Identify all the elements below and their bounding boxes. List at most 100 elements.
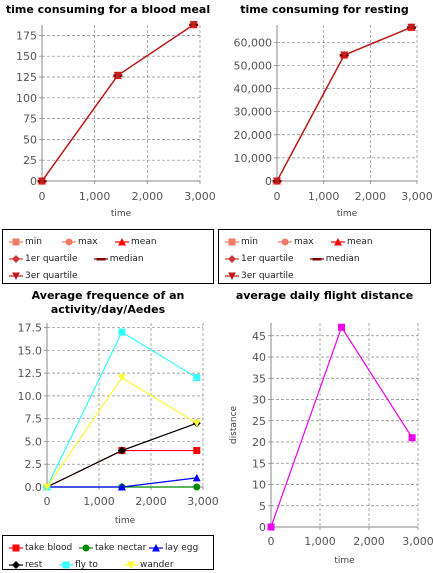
series-0	[267, 323, 416, 531]
legend-marker	[82, 544, 90, 552]
y-tick-label: 60,000	[234, 36, 273, 49]
x-axis-label: time	[111, 209, 132, 219]
legend-label: rest	[25, 560, 43, 570]
legend-label: max	[294, 237, 314, 247]
chart-resting-svg: time consuming for resting 0 1,000 2,000 3,0…	[234, 3, 433, 219]
x-tick-label: 0	[268, 535, 275, 548]
legend-marker	[228, 272, 236, 280]
y-tick-label: 17.5	[18, 322, 43, 335]
legend-swatch	[225, 238, 239, 246]
chart-title: Average frequence of an activity/day/Aede…	[32, 289, 185, 316]
legend-marker	[118, 238, 126, 246]
plot-area	[47, 323, 203, 487]
y-axis-label: distance	[229, 405, 239, 444]
data-point	[407, 23, 416, 32]
x-tick-label: 2,000	[355, 190, 387, 203]
legend-label: 3er quartile	[25, 271, 78, 281]
legend-marker	[312, 258, 322, 261]
x-tick-label: 2,000	[132, 190, 164, 203]
y-tick-label: 10.0	[18, 390, 43, 403]
legend-marker	[12, 544, 20, 552]
legend-blood-meal: min max mean 1er quartile median 3er quartile	[2, 229, 214, 284]
x-tick-label: 0	[274, 190, 281, 203]
y-tick-label: 150	[16, 50, 37, 63]
legend-label: median	[325, 254, 360, 264]
data-point	[113, 71, 122, 80]
y-tick-label: 40,000	[234, 83, 273, 96]
y-tick-label: 20,000	[234, 129, 273, 142]
legend-swatch	[309, 258, 324, 261]
x-tick-label: 3,000	[184, 190, 216, 203]
legend-swatch	[93, 258, 108, 261]
x-tick-label: 1,000	[308, 190, 340, 203]
series-3er-quartile	[38, 21, 198, 185]
legend-label: min	[241, 237, 258, 247]
x-tick-label: 3,000	[401, 190, 433, 203]
y-tick-label: 175	[16, 29, 37, 42]
chart-title: time consuming for resting	[240, 3, 409, 16]
legend-marker	[65, 238, 73, 246]
legend-label: mean	[131, 237, 157, 247]
y-tick-label: 10	[252, 479, 266, 492]
legend-marker	[12, 255, 20, 263]
y-tick-label: 30,000	[234, 106, 273, 119]
y-tick-label: 0.0	[25, 481, 43, 494]
data-point	[118, 328, 126, 336]
y-tick-label: 15	[252, 457, 266, 470]
legend-label: wander	[140, 560, 174, 570]
data-point	[340, 51, 349, 60]
legend-swatch	[9, 544, 23, 552]
legend-swatch	[9, 255, 23, 263]
data-point	[38, 177, 46, 185]
plot-area	[271, 323, 418, 527]
series-3er-quartile	[273, 23, 416, 185]
chart-resting: time consuming for resting 0 1,000 2,000 3,0…	[216, 0, 433, 225]
legend-label: lay egg	[165, 543, 199, 553]
data-point	[189, 21, 198, 29]
x-tick-label: 1,000	[83, 495, 115, 508]
x-tick-label: 0	[39, 190, 46, 203]
y-tick-label: 20	[252, 436, 266, 449]
legend-swatch	[62, 238, 76, 246]
y-tick-label: 40	[252, 351, 266, 364]
data-point	[117, 446, 126, 455]
legend-marker	[12, 238, 20, 246]
series-wander	[43, 374, 201, 491]
data-point	[338, 323, 346, 331]
x-tick-label: 2,000	[135, 495, 167, 508]
legend-swatch	[331, 238, 345, 246]
y-tick-label: 2.5	[25, 458, 43, 471]
data-point	[117, 374, 126, 382]
legend-label: 1er quartile	[241, 254, 294, 264]
legend-resting: min max mean 1er quartile median 3er quartile	[218, 229, 431, 284]
y-tick-label: 0	[259, 521, 266, 534]
data-point	[267, 523, 275, 531]
legend-marker	[152, 544, 160, 552]
data-point	[43, 483, 51, 491]
x-axis-label: time	[337, 209, 358, 219]
data-point	[193, 483, 201, 491]
data-point	[117, 483, 126, 491]
legend-marker	[281, 238, 289, 246]
chart-blood-meal-svg: time consuming for a blood meal 0 1,000 2,0…	[6, 3, 216, 219]
chart-flight-distance-svg: average daily flight distance 0 1,000 2,000…	[229, 289, 433, 566]
y-tick-label: 75	[23, 113, 37, 126]
x-tick-label: 1,000	[79, 190, 111, 203]
chart-activity-frequence-svg: Average frequence of an activity/day/Aede…	[18, 289, 219, 526]
y-tick-label: 50,000	[234, 59, 273, 72]
legend-swatch	[59, 561, 73, 569]
data-point	[193, 374, 201, 382]
x-tick-label: 1,000	[304, 535, 336, 548]
data-point	[408, 434, 416, 442]
legend-marker	[228, 255, 236, 263]
y-tick-label: 0	[30, 175, 37, 188]
chart-blood-meal: time consuming for a blood meal 0 1,000 2,0…	[0, 0, 216, 225]
legend-marker	[334, 238, 342, 246]
legend-label: 1er quartile	[25, 254, 78, 264]
legend-swatch	[149, 544, 163, 552]
x-tick-label: 2,000	[353, 535, 385, 548]
y-tick-label: 7.5	[25, 413, 43, 426]
y-tick-label: 5.0	[25, 435, 43, 448]
x-axis-label: time	[334, 556, 355, 566]
plot-area	[42, 25, 200, 181]
